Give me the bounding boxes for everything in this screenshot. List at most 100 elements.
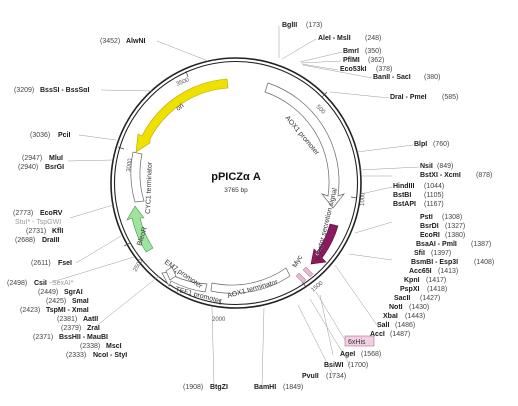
site-sgrai-name: SgrAI [64,289,83,296]
site-msci-pos: (2338) [80,343,100,350]
site-zrai-pos: (2379) [61,325,81,332]
site-bamhi-pos: (1849) [283,384,303,391]
sites-left: (3452) AlwNI (3209) BssSI - BssSαI (3036… [7,38,228,391]
site-nsii-name: NsiI [420,163,433,170]
site-kfli-name: KflI [52,228,63,235]
site-bstbi-name: BstBI [393,192,411,199]
site-noti-name: NotI [389,304,403,311]
aox1-terminator-arrow [210,267,291,294]
cyc1-terminator-arrow [130,151,145,203]
site-csii-name: CsiI [34,280,47,287]
site-kpni-name: KpnI [404,277,420,284]
site-btgzi-name: BtgZI [210,384,228,391]
tick-label-500: 500 [315,104,327,116]
site-alwni-pos: (3452) [100,38,120,45]
site-nsii-pos: (849) [437,163,453,170]
site-sali-name: SalI [377,322,390,329]
site-noti-pos: (1430) [409,304,429,311]
site-bmri-pos: (350) [365,48,381,55]
site-ncoi-name: NcoI - StyI [93,352,127,359]
his-tag-label: 6xHis [348,339,366,346]
site-xbai-name: XbaI [383,313,398,320]
site-bstapi-name: BstAPI [393,201,416,208]
site-bsaai-pos: (1387) [471,241,491,248]
tick-label-3500: 3500 [176,77,191,88]
site-acci-name: AccI [370,331,385,338]
site-pspxi-pos: (1418) [427,286,447,293]
site-smai-pos: (2425) [46,298,66,305]
site-bsaai-name: BsaAI - PmlI [416,241,457,248]
site-sacii-pos: (1427) [420,295,440,302]
myc-marker-2 [302,266,314,278]
site-hindiii-name: HindIII [393,183,414,190]
plasmid-title: pPICZα A [211,171,261,183]
sites-right: BglII (173) AleI - MslI (248) BmrI (350)… [254,22,494,391]
site-bstxi-name: BstXI - XcmI [420,172,461,179]
site-pvuii-pos: (1734) [326,373,346,380]
site-acc65i-name: Acc65I [409,268,432,275]
site-banii-pos: (380) [424,74,440,81]
site-drai-pos: (585) [442,94,458,101]
tick-label-1000: 1000 [360,192,366,206]
site-bsshii-name: BssHII - MauBI [59,334,108,341]
site-bsiwi-name: BsiWI [324,362,344,369]
site-bsrgi-pos: (2940) [18,164,38,171]
site-bamhi-name: BamHI [254,384,276,391]
site-bsmbi-name: BsmBI - Esp3I [411,259,458,266]
site-bsshii-pos: (2371) [33,334,53,341]
aox1-promoter-arrow [264,82,345,209]
site-fsei-name: FseI [58,260,72,267]
site-draiii-name: DraIII [42,237,60,244]
myc-marker [295,272,307,284]
site-acci-pos: (1487) [390,331,410,338]
site-alwni-name: AlwNI [126,38,146,45]
his-tag-box [344,335,375,347]
tick-label-3000: 3000 [126,158,134,173]
site-alei-pos: (248) [365,35,381,42]
site-kpni-pos: (1417) [426,277,446,284]
site-ecori-name: EcoRI [420,232,440,239]
site-bglii-name: BglII [282,22,297,29]
site-hindiii-pos: (1044) [424,183,444,190]
site-xbai-pos: (1443) [405,313,425,320]
site-sali-pos: (1486) [395,322,415,329]
site-mlui-name: MluI [49,155,63,162]
site-bstxi-pos: (878) [476,172,492,179]
site-smai-name: SmaI [72,298,89,305]
site-ecorv-name: EcoRV [40,210,63,217]
alpha-factor-arrow [310,223,339,265]
site-pflmi-pos: (362) [368,57,384,64]
site-ecorv-pos: (2773) [13,210,33,217]
site-zrai-name: ZraI [87,325,100,332]
site-pflmi-name: PflMI [343,57,360,64]
site-stui-name: StuI* - TspGWI [15,219,61,226]
site-blpi-name: BlpI [414,141,427,148]
site-ecori-pos: (1380) [445,232,465,239]
cyc1-terminator-label: CYC1 terminator [145,161,154,214]
site-bsrgi-name: BsrGI [45,164,64,171]
site-aatii-pos: (2381) [57,316,77,323]
site-agei-pos: (1568) [361,351,381,358]
site-bstapi-pos: (1167) [424,201,444,208]
site-banii-name: BanII - SacI [373,74,411,81]
site-bsrdi-pos: (1327) [445,223,465,230]
alpha-short-label: α-f... [314,243,325,257]
site-fsei-pos: (2611) [31,260,51,267]
site-csii-pos: (2498) [7,280,27,287]
site-bsiwi-pos: (1700) [348,362,368,369]
site-pcii-pos: (3036) [30,132,50,139]
bleo-arrow [126,205,154,253]
ori-arrow [135,78,229,153]
site-sexai-name: SexAI* [52,280,74,287]
site-bsmbi-pos: (1408) [474,259,494,266]
site-drai-name: DraI - PmeI [390,94,427,101]
site-msci-name: MscI [106,343,122,350]
site-draiii-pos: (2688) [15,237,35,244]
site-tspmi-pos: (2423) [20,307,40,314]
site-psti-name: PstI [420,214,433,221]
features: AOX1 promoter α-f... α-factor secretion … [126,78,375,347]
plasmid-backbone [110,57,362,309]
site-pspxi-name: PspXI [400,286,420,293]
site-tspmi-name: TspMI - XmaI [46,307,89,314]
